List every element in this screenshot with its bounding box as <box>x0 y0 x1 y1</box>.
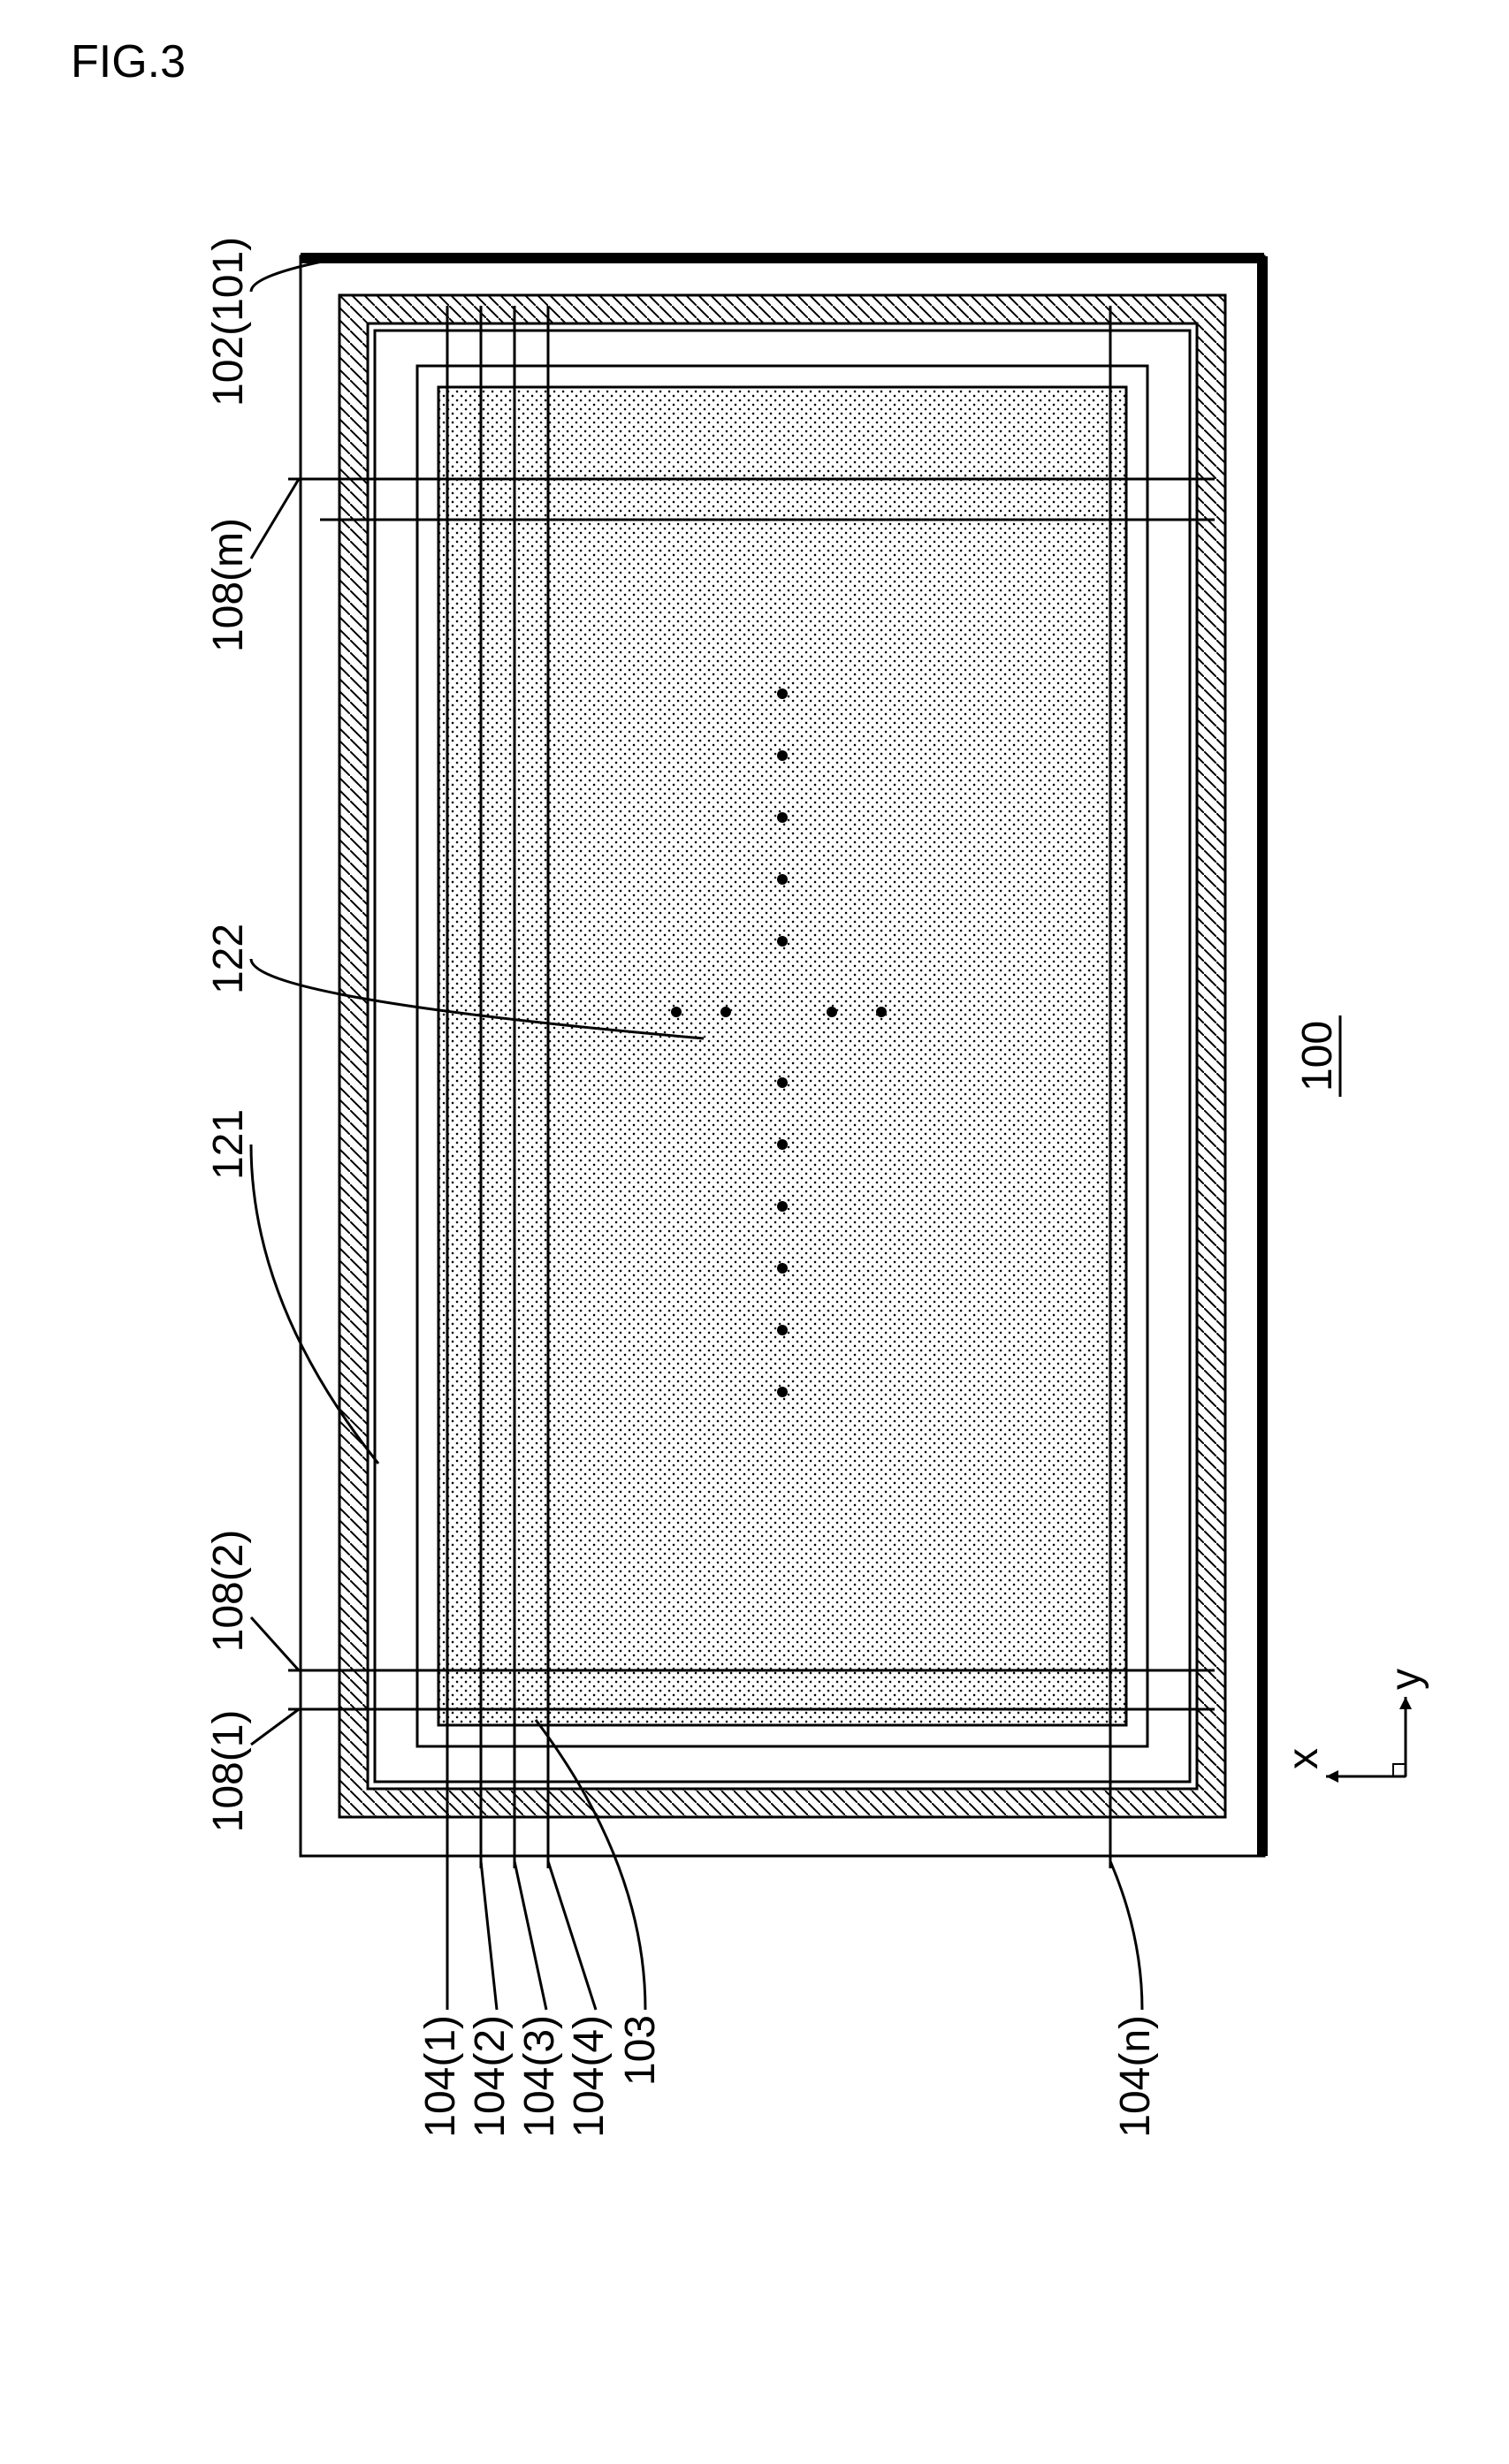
axis-indicator: xy <box>1280 1669 1429 1783</box>
svg-text:103: 103 <box>617 2015 664 2086</box>
svg-text:104(2): 104(2) <box>467 2015 514 2138</box>
ref-100: 100 <box>1294 1015 1341 1097</box>
svg-text:y: y <box>1383 1669 1429 1690</box>
svg-text:104(4): 104(4) <box>566 2015 613 2138</box>
svg-text:108(m): 108(m) <box>205 518 252 652</box>
svg-text:102(101): 102(101) <box>205 237 252 407</box>
svg-text:108(2): 108(2) <box>205 1530 252 1653</box>
svg-text:104(1): 104(1) <box>417 2015 464 2138</box>
svg-text:x: x <box>1280 1748 1327 1769</box>
region-103 <box>438 387 1126 1725</box>
figure-label: FIG.3 <box>71 35 186 88</box>
diagram: 108(1)108(2)121122102(101)108(m)104(1)10… <box>35 106 1474 2360</box>
svg-text:100: 100 <box>1294 1021 1341 1091</box>
svg-text:108(1): 108(1) <box>205 1710 252 1833</box>
svg-text:104(n): 104(n) <box>1112 2015 1159 2138</box>
svg-text:104(3): 104(3) <box>516 2015 563 2138</box>
svg-text:121: 121 <box>205 1109 252 1180</box>
svg-text:122: 122 <box>205 924 252 994</box>
